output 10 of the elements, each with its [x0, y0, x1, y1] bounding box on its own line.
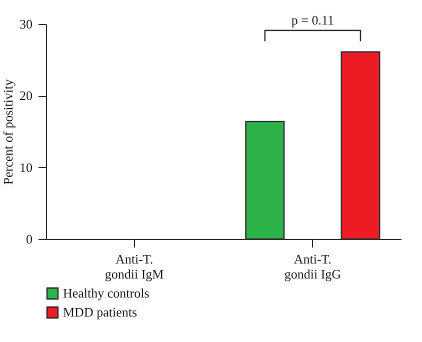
legend-label: MDD patients [63, 304, 138, 320]
y-tick-label: 20 [20, 88, 32, 104]
y-axis-title: Percent of positivity [0, 78, 16, 185]
legend-label: Healthy controls [63, 286, 150, 300]
y-tick-label: 0 [26, 232, 32, 246]
y-tick-label: 10 [20, 160, 32, 175]
y-tick-label: 30 [20, 16, 32, 32]
x-tick-label: Anti-T. gondii IgG [284, 252, 342, 282]
x-tick-label: Anti-T. gondii IgM [104, 252, 164, 282]
annotation: p = 0.11 [291, 12, 334, 28]
